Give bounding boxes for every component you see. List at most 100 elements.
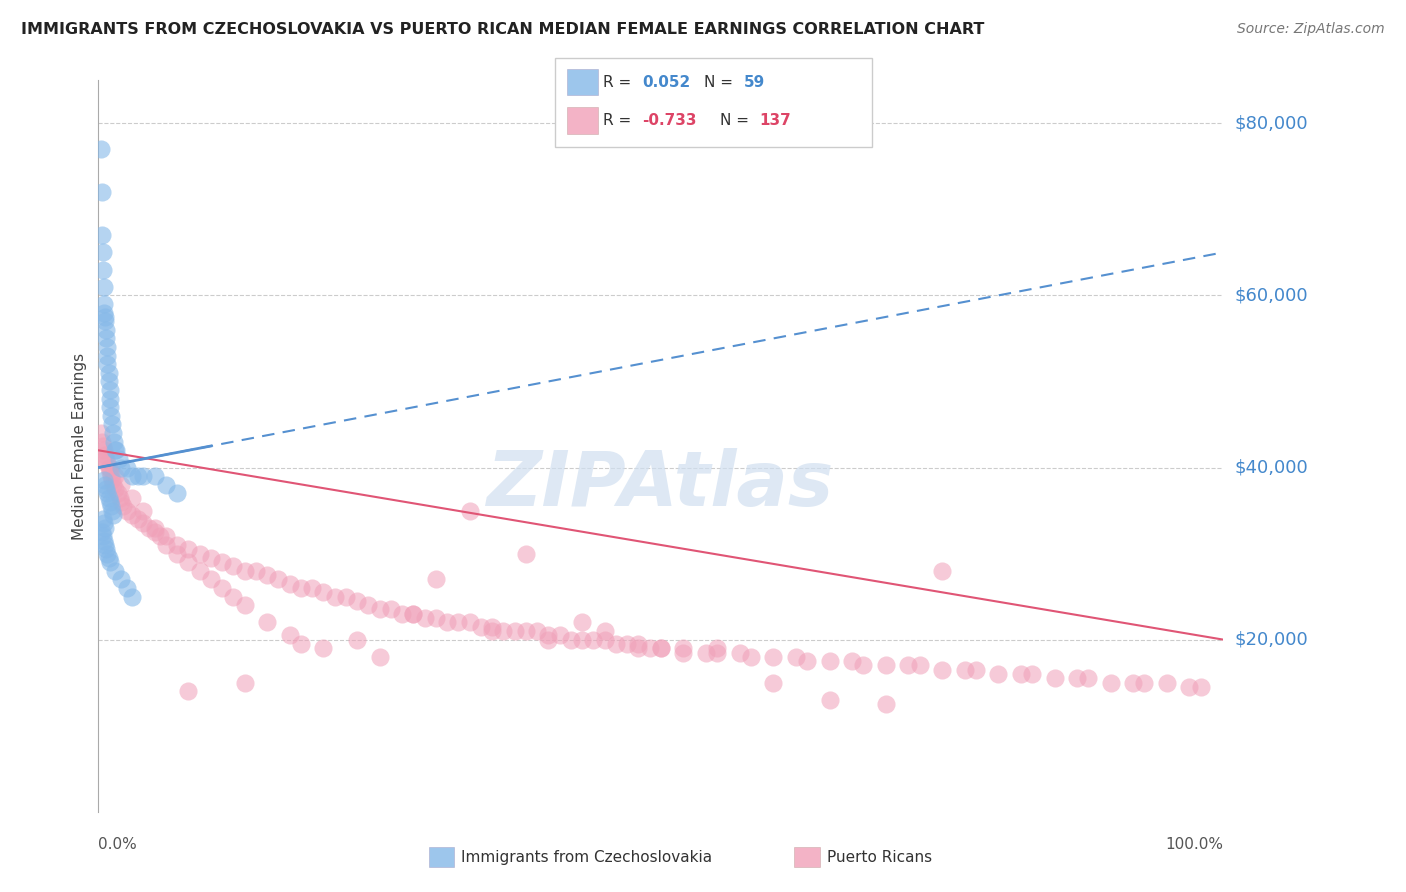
Point <box>93 474 115 488</box>
Point <box>166 547 188 561</box>
Point <box>515 547 537 561</box>
Point <box>90 524 112 539</box>
Point <box>149 529 172 543</box>
Point <box>503 624 526 638</box>
Point <box>672 641 695 656</box>
Point <box>560 632 582 647</box>
Text: 0.0%: 0.0% <box>98 837 138 852</box>
Point <box>312 585 335 599</box>
Point <box>762 675 785 690</box>
Point <box>96 340 118 354</box>
Point <box>112 500 135 514</box>
Point <box>93 516 115 531</box>
Point <box>931 663 953 677</box>
Point <box>740 649 762 664</box>
Point <box>852 658 875 673</box>
Point <box>115 581 138 595</box>
Point <box>110 477 132 491</box>
Point <box>115 503 138 517</box>
Point <box>357 598 380 612</box>
Point <box>101 417 124 432</box>
Text: $60,000: $60,000 <box>1234 286 1308 304</box>
Text: N =: N = <box>720 113 754 128</box>
Point <box>481 620 503 634</box>
Point <box>1122 675 1144 690</box>
Point <box>177 684 200 698</box>
Point <box>627 641 650 656</box>
Text: $20,000: $20,000 <box>1234 631 1308 648</box>
Point <box>104 564 127 578</box>
Point <box>447 615 470 630</box>
Point <box>94 448 117 462</box>
Point <box>91 529 114 543</box>
Point <box>1099 675 1122 690</box>
Point <box>672 646 695 660</box>
Point <box>1010 667 1032 681</box>
Point <box>908 658 931 673</box>
Point <box>97 366 120 380</box>
Point <box>290 637 312 651</box>
Point <box>593 624 616 638</box>
Point <box>101 477 124 491</box>
Point <box>796 654 818 668</box>
Point <box>98 392 121 406</box>
Point <box>96 482 118 496</box>
Point <box>143 524 166 539</box>
Point <box>100 469 122 483</box>
Point <box>290 581 312 595</box>
Text: $80,000: $80,000 <box>1234 114 1308 132</box>
Point <box>103 434 125 449</box>
Point <box>188 564 211 578</box>
Point <box>931 564 953 578</box>
Point <box>101 508 124 522</box>
Point <box>728 646 751 660</box>
Point <box>104 443 127 458</box>
Point <box>155 529 177 543</box>
Point <box>965 663 987 677</box>
Point <box>127 512 149 526</box>
Point <box>104 482 127 496</box>
Point <box>91 439 114 453</box>
Text: R =: R = <box>603 113 637 128</box>
Point <box>90 426 112 441</box>
Point <box>177 555 200 569</box>
Point <box>233 598 256 612</box>
Point <box>188 547 211 561</box>
Text: Source: ZipAtlas.com: Source: ZipAtlas.com <box>1237 22 1385 37</box>
Text: IMMIGRANTS FROM CZECHOSLOVAKIA VS PUERTO RICAN MEDIAN FEMALE EARNINGS CORRELATIO: IMMIGRANTS FROM CZECHOSLOVAKIA VS PUERTO… <box>21 22 984 37</box>
Point <box>278 576 301 591</box>
Point <box>301 581 323 595</box>
Point <box>818 654 841 668</box>
Point <box>155 538 177 552</box>
Y-axis label: Median Female Earnings: Median Female Earnings <box>72 352 87 540</box>
Point <box>94 521 117 535</box>
Point <box>245 564 267 578</box>
Point <box>90 228 112 243</box>
Text: $40,000: $40,000 <box>1234 458 1308 476</box>
Point <box>380 602 402 616</box>
Point <box>402 607 425 621</box>
Point <box>105 443 128 458</box>
Point <box>97 460 120 475</box>
Point <box>695 646 717 660</box>
Point <box>458 503 481 517</box>
Point <box>470 620 492 634</box>
Point <box>166 486 188 500</box>
Point <box>110 573 132 587</box>
Point <box>90 185 112 199</box>
Point <box>211 581 233 595</box>
Point <box>110 460 132 475</box>
Point <box>104 469 127 483</box>
Point <box>593 632 616 647</box>
Point <box>100 409 122 423</box>
Point <box>115 460 138 475</box>
Point <box>101 474 124 488</box>
Point <box>818 693 841 707</box>
Text: 59: 59 <box>744 75 765 89</box>
Point <box>548 628 571 642</box>
Point <box>436 615 458 630</box>
Point <box>650 641 672 656</box>
Point <box>110 495 132 509</box>
Point <box>94 538 117 552</box>
Point <box>233 675 256 690</box>
